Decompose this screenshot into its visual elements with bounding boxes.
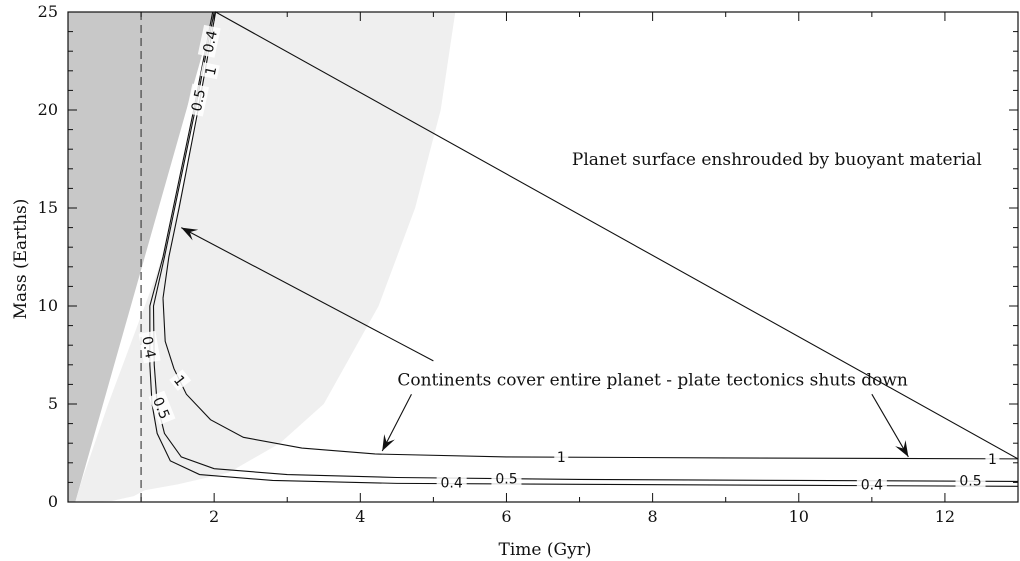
contour-label-bg	[200, 62, 220, 80]
contour-label: 1	[200, 62, 221, 80]
contour-label-text: 1	[988, 452, 997, 468]
arrow-line	[871, 393, 909, 458]
annotation-text: Planet surface enshrouded by buoyant mat…	[572, 150, 982, 170]
contour-line-1	[162, 11, 1019, 460]
x-tick-label: 2	[209, 507, 219, 526]
y-tick-label: 15	[38, 198, 58, 217]
contour-label-text: 0.4	[138, 335, 158, 360]
contour-label: 0.4	[138, 330, 161, 364]
y-tick-label: 25	[38, 2, 58, 21]
contour-label-text: 0.4	[861, 477, 883, 493]
contour-label: 1	[169, 369, 192, 391]
contour-label-text: 0.5	[959, 473, 981, 489]
contour-label: 0.4	[197, 24, 221, 58]
contour-label: 1	[985, 449, 1000, 468]
contour-label-text: 0.5	[149, 395, 172, 422]
contour-label-text: 0.5	[495, 471, 517, 487]
contour-label-bg	[554, 447, 569, 465]
arrow-line	[381, 393, 412, 452]
contour-label-bg	[138, 330, 161, 364]
annotations: Planet surface enshrouded by buoyant mat…	[397, 150, 981, 391]
contour-label: 0.5	[955, 471, 986, 489]
y-tick-label: 5	[48, 394, 58, 413]
contour-label-bg	[985, 449, 1000, 467]
x-tick-label: 12	[935, 507, 955, 526]
contour-label-bg	[197, 24, 221, 58]
arrow-head	[895, 440, 909, 457]
contour-label-bg	[955, 471, 986, 489]
region-dark	[68, 12, 215, 502]
contour-label-text: 0.5	[189, 88, 209, 113]
contour-label: 1	[554, 447, 569, 466]
axes: 2 4 6 8 10 12 0 5 10 15 20 25	[38, 2, 1019, 526]
contour-labels: 0.4 1 0.5 0.4 1 0.5 1 0.5 0.4 1 0.5 0.4	[138, 24, 1000, 493]
contour-label: 0.5	[148, 390, 176, 425]
contour-label-bg	[491, 469, 522, 487]
y-tick-label: 20	[38, 100, 58, 119]
x-tick-label: 10	[789, 507, 809, 526]
contour-label: 0.4	[856, 475, 887, 493]
contour-label-bg	[148, 390, 176, 425]
contour-label-bg	[169, 369, 192, 391]
y-tick-label: 0	[48, 492, 58, 511]
y-tick-label: 10	[38, 296, 58, 315]
plot-frame	[67, 11, 1019, 503]
shaded-regions	[68, 12, 456, 502]
x-tick-label: 8	[648, 507, 658, 526]
arrow-line	[181, 227, 434, 362]
x-axis-title: Time (Gyr)	[499, 540, 592, 560]
x-tick-label: 6	[501, 507, 511, 526]
contour-label-text: 1	[203, 65, 221, 77]
contour-label-bg	[186, 83, 210, 117]
x-tick-label: 4	[355, 507, 365, 526]
contour-label: 0.5	[491, 469, 522, 487]
contour-label-text: 1	[557, 450, 566, 466]
annotation-text: Continents cover entire planet - plate t…	[397, 371, 908, 391]
contour-label-bg	[436, 473, 467, 491]
contour-label-text: 0.4	[201, 29, 221, 54]
contour-label: 0.4	[436, 473, 467, 491]
arrow-head	[382, 434, 395, 452]
y-axis-title: Mass (Earths)	[11, 199, 31, 320]
contour-label: 0.5	[186, 83, 210, 117]
contour-label-bg	[856, 475, 887, 493]
arrow-head	[181, 227, 199, 241]
annotation-arrows	[181, 227, 909, 458]
contour-label-text: 0.4	[441, 475, 463, 491]
